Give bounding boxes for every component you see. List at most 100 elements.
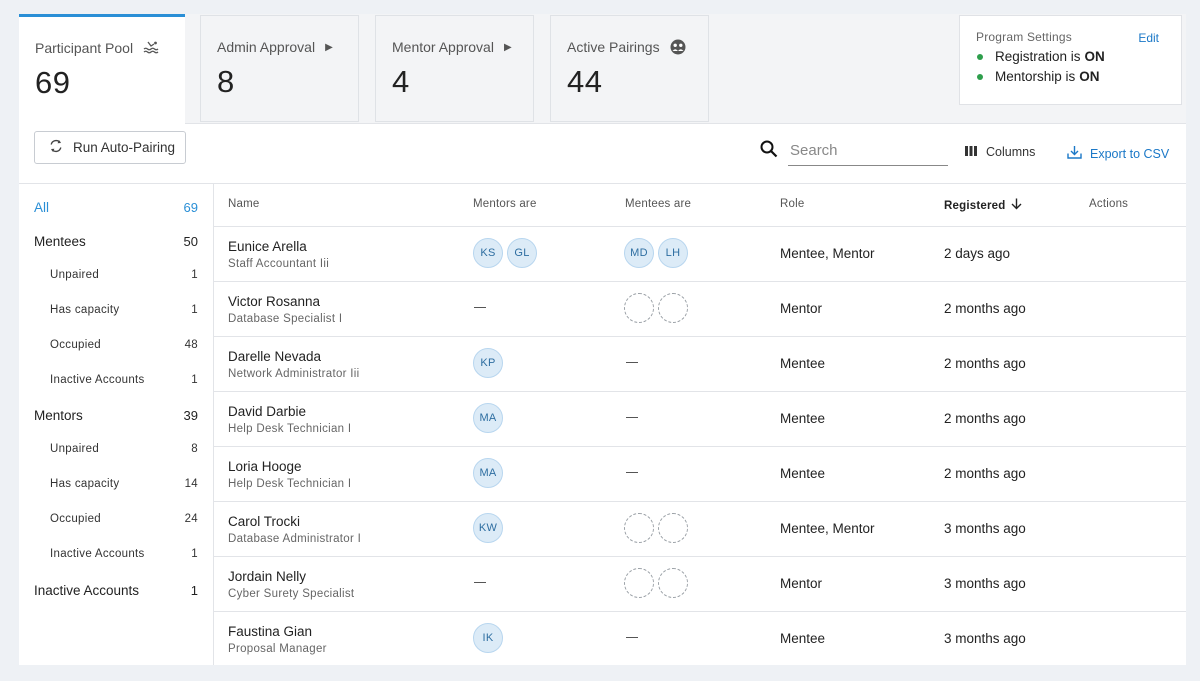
participant-role: Mentee, Mentor	[780, 521, 875, 536]
participant-role: Mentee	[780, 466, 826, 481]
participant-role: Mentor	[780, 301, 823, 316]
mentees-avatars	[624, 568, 688, 598]
columns-button[interactable]: Columns	[965, 145, 1035, 159]
avatar[interactable]: MA	[473, 403, 503, 433]
sidebar-item-mentees-inactive[interactable]: Inactive Accounts 1	[19, 374, 213, 386]
mentors-avatars: MA	[473, 403, 503, 433]
avatar[interactable]: IK	[473, 623, 503, 653]
settings-title: Program Settings	[976, 30, 1072, 44]
column-header-mentees[interactable]: Mentees are	[625, 198, 692, 210]
registered-date: 3 months ago	[944, 576, 1026, 591]
avatar[interactable]: GL	[507, 238, 537, 268]
participant-name[interactable]: Darelle Nevada	[228, 349, 322, 364]
sidebar-item-count: 1	[191, 374, 198, 386]
participant-name[interactable]: Loria Hooge	[228, 459, 302, 474]
avatar[interactable]: MD	[624, 238, 654, 268]
registered-date: 2 months ago	[944, 301, 1026, 316]
sidebar-item-mentees-has-capacity[interactable]: Has capacity 1	[19, 304, 213, 316]
empty-slot-avatar[interactable]	[624, 293, 654, 323]
export-csv-button[interactable]: Export to CSV	[1067, 145, 1169, 162]
sidebar-item-mentees-occupied[interactable]: Occupied 48	[19, 339, 213, 351]
participant-name[interactable]: Eunice Arella	[228, 239, 307, 254]
registration-value: ON	[1084, 49, 1105, 64]
mentees-avatars	[624, 293, 688, 323]
sidebar-item-count: 24	[184, 513, 198, 525]
sidebar-item-count: 48	[184, 339, 198, 351]
settings-edit-link[interactable]: Edit	[1138, 31, 1159, 45]
program-settings-card: Program Settings Edit Registration is ON…	[959, 15, 1182, 105]
sidebar-item-count: 50	[183, 234, 198, 249]
empty-slot-avatar[interactable]	[624, 513, 654, 543]
sidebar-item-all[interactable]: All 69	[19, 200, 213, 215]
tab-count: 4	[392, 64, 410, 99]
participant-name[interactable]: Jordain Nelly	[228, 569, 307, 584]
empty-slot-avatar[interactable]	[658, 568, 688, 598]
table-row[interactable]: Carol Trocki Database Administrator I KW Me…	[214, 501, 1186, 556]
table-row[interactable]: Faustina Gian Proposal Manager IK Mentee 3 m…	[214, 611, 1186, 665]
tab-active-pairings[interactable]: Active Pairings 44	[550, 15, 709, 122]
mentees-avatars: MD LH	[624, 238, 688, 268]
empty-slot-avatar[interactable]	[658, 293, 688, 323]
avatar[interactable]: KW	[473, 513, 503, 543]
column-header-name[interactable]: Name	[228, 198, 260, 210]
mentors-none-dash	[474, 582, 486, 583]
participant-name[interactable]: Victor Rosanna	[228, 294, 321, 309]
tab-admin-approval[interactable]: Admin Approval ▶ 8	[200, 15, 359, 122]
search-icon	[760, 140, 778, 158]
tab-participant-pool[interactable]: Participant Pool 69	[19, 14, 185, 125]
participant-role: Mentee	[780, 631, 826, 646]
participant-name[interactable]: Carol Trocki	[228, 514, 301, 529]
participant-role: Mentee	[780, 411, 826, 426]
columns-icon	[965, 145, 977, 159]
sidebar-item-count: 39	[183, 408, 198, 423]
sidebar-item-mentees-unpaired[interactable]: Unpaired 1	[19, 269, 213, 281]
column-header-role[interactable]: Role	[780, 198, 805, 210]
participant-job-title: Database Administrator I	[228, 533, 362, 545]
tab-mentor-approval[interactable]: Mentor Approval ▶ 4	[375, 15, 534, 122]
sidebar-item-mentors[interactable]: Mentors 39	[19, 408, 213, 423]
sidebar-item-label: Inactive Accounts	[34, 583, 140, 598]
sidebar-item-label: Mentors	[34, 408, 83, 423]
sidebar-item-mentors-occupied[interactable]: Occupied 24	[19, 513, 213, 525]
participant-role: Mentor	[780, 576, 823, 591]
sidebar-item-mentors-inactive[interactable]: Inactive Accounts 1	[19, 548, 213, 560]
table-row[interactable]: Victor Rosanna Database Specialist I Mento…	[214, 281, 1186, 336]
participant-job-title: Staff Accountant Iii	[228, 258, 330, 270]
avatar[interactable]: KS	[473, 238, 503, 268]
sidebar-item-label: Has capacity	[50, 478, 120, 490]
avatar[interactable]: MA	[473, 458, 503, 488]
table-row[interactable]: Darelle Nevada Network Administrator Iii K…	[214, 336, 1186, 391]
sidebar-item-mentors-has-capacity[interactable]: Has capacity 14	[19, 478, 213, 490]
run-auto-pairing-button[interactable]: Run Auto-Pairing	[34, 131, 186, 164]
table-row[interactable]: David Darbie Help Desk Technician I MA Ment…	[214, 391, 1186, 446]
sidebar-item-mentees[interactable]: Mentees 50	[19, 234, 213, 249]
swim-pool-icon	[143, 41, 159, 55]
columns-label: Columns	[986, 145, 1036, 159]
sidebar-item-count: 8	[191, 443, 198, 455]
registration-label: Registration is	[995, 49, 1081, 64]
sidebar-item-label: Inactive Accounts	[50, 548, 145, 560]
column-header-registered[interactable]: Registered	[944, 198, 1022, 213]
table-row[interactable]: Loria Hooge Help Desk Technician I MA Mente…	[214, 446, 1186, 501]
participant-job-title: Help Desk Technician I	[228, 478, 352, 490]
sidebar-item-label: All	[34, 200, 50, 215]
mentorship-status: Mentorship is ON	[976, 69, 1165, 84]
registered-date: 2 days ago	[944, 246, 1011, 261]
search-input[interactable]	[788, 136, 948, 166]
mentees-none-dash	[626, 362, 638, 363]
participant-name[interactable]: David Darbie	[228, 404, 307, 419]
avatar[interactable]: KP	[473, 348, 503, 378]
registration-status: Registration is ON	[976, 49, 1165, 64]
participant-name[interactable]: Faustina Gian	[228, 624, 313, 639]
avatar[interactable]: LH	[658, 238, 688, 268]
sidebar-item-mentors-unpaired[interactable]: Unpaired 8	[19, 443, 213, 455]
table-row[interactable]: Jordain Nelly Cyber Surety Specialist Ment…	[214, 556, 1186, 611]
column-header-mentors[interactable]: Mentors are	[473, 198, 537, 210]
tab-label: Active Pairings	[567, 39, 660, 55]
registered-date: 2 months ago	[944, 466, 1026, 481]
tab-count: 44	[567, 64, 603, 99]
sidebar-item-inactive-accounts[interactable]: Inactive Accounts 1	[19, 583, 213, 598]
empty-slot-avatar[interactable]	[624, 568, 654, 598]
empty-slot-avatar[interactable]	[658, 513, 688, 543]
table-row[interactable]: Eunice Arella Staff Accountant Iii KS GL MD L…	[214, 226, 1186, 281]
